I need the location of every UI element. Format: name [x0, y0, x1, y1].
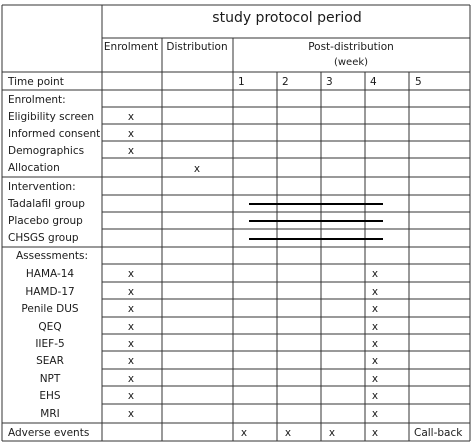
cell-adverse-week1: x: [240, 427, 248, 439]
cell-ehs-enrolment: x: [127, 390, 135, 402]
cell-qeq-enrolment: x: [127, 321, 135, 333]
cell-eligibility-enrolment: x: [127, 111, 135, 123]
row-label-ehs: EHS: [39, 390, 61, 402]
col-header-enrolment: Enrolment: [103, 41, 159, 53]
intervention-bar-tadalafil: [249, 203, 383, 205]
cell-adverse-week4: x: [371, 427, 379, 439]
row-label-tadalafil: Tadalafil group: [8, 198, 85, 210]
row-label-hama: HAMA-14: [25, 268, 75, 280]
row-label-adverse-events: Adverse events: [8, 427, 90, 439]
row-label-penile-dus: Penile DUS: [21, 303, 79, 315]
cell-mri-week4: x: [371, 408, 379, 420]
intervention-bar-chsgs: [249, 238, 383, 240]
row-label-hamd: HAMD-17: [25, 286, 75, 298]
cell-iief-enrolment: x: [127, 338, 135, 350]
row-label-allocation: Allocation: [8, 162, 60, 174]
section-assessments: Assessments:: [16, 250, 88, 262]
cell-npt-week4: x: [371, 373, 379, 385]
week-4: 4: [370, 76, 377, 88]
timepoint-label: Time point: [8, 76, 64, 88]
row-label-mri: MRI: [40, 408, 60, 420]
cell-npt-enrolment: x: [127, 373, 135, 385]
week-1: 1: [238, 76, 245, 88]
cell-hamd-enrolment: x: [127, 286, 135, 298]
col-header-week-unit: (week): [333, 57, 369, 68]
col-header-post-distribution: Post-distribution: [308, 41, 394, 53]
row-label-demographics: Demographics: [8, 145, 85, 157]
week-3: 3: [326, 76, 333, 88]
row-label-chsgs: CHSGS group: [8, 232, 79, 244]
cell-allocation-distribution: x: [193, 163, 201, 175]
section-intervention: Intervention:: [8, 181, 76, 193]
row-label-placebo: Placebo group: [8, 215, 83, 227]
cell-iief-week4: x: [371, 338, 379, 350]
cell-qeq-week4: x: [371, 321, 379, 333]
cell-penile-dus-enrolment: x: [127, 303, 135, 315]
row-label-iief: IIEF-5: [35, 338, 65, 350]
row-label-qeq: QEQ: [38, 321, 62, 333]
row-label-npt: NPT: [39, 373, 61, 385]
cell-mri-enrolment: x: [127, 408, 135, 420]
row-label-sear: SEAR: [36, 355, 64, 367]
intervention-bar-placebo: [249, 220, 383, 222]
cell-hamd-week4: x: [371, 286, 379, 298]
cell-sear-enrolment: x: [127, 355, 135, 367]
cell-demographics-enrolment: x: [127, 145, 135, 157]
row-label-consent: Informed consent: [8, 128, 101, 140]
row-label-eligibility: Eligibility screen: [8, 111, 95, 123]
col-header-distribution: Distribution: [166, 41, 228, 53]
week-5: 5: [415, 76, 422, 88]
cell-adverse-week3: x: [328, 427, 336, 439]
cell-adverse-week5: Call-back: [414, 427, 463, 439]
section-enrolment: Enrolment:: [8, 94, 66, 106]
week-2: 2: [282, 76, 289, 88]
cell-hama-week4: x: [371, 268, 379, 280]
cell-sear-week4: x: [371, 355, 379, 367]
cell-consent-enrolment: x: [127, 128, 135, 140]
table-title: study protocol period: [212, 10, 362, 26]
cell-adverse-week2: x: [284, 427, 292, 439]
cell-hama-enrolment: x: [127, 268, 135, 280]
cell-ehs-week4: x: [371, 390, 379, 402]
cell-penile-dus-week4: x: [371, 303, 379, 315]
